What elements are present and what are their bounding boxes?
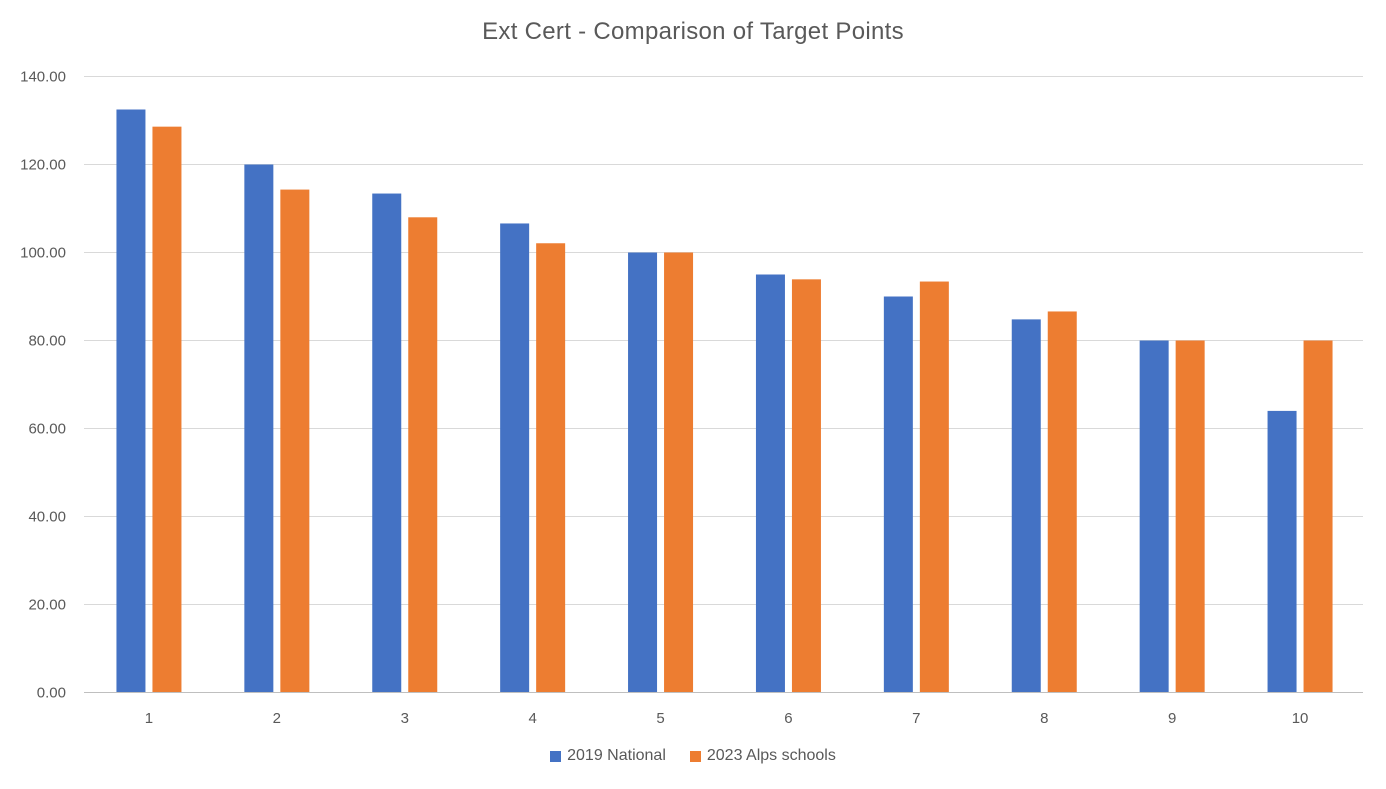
bar-series-2-category-8 xyxy=(1047,311,1077,693)
legend: 2019 National 2023 Alps schools xyxy=(0,747,1386,765)
bar-series-2-category-2 xyxy=(280,189,310,693)
bar-series-1-category-10 xyxy=(1267,410,1297,693)
bar-series-1-category-9 xyxy=(1139,340,1169,693)
x-tick-label: 9 xyxy=(1168,710,1176,727)
bar-series-1-category-5 xyxy=(628,252,658,693)
legend-item-series-1: 2019 National xyxy=(550,747,666,765)
x-axis-ticks: 1 2 3 4 5 6 7 8 9 10 xyxy=(145,710,1309,727)
bar-series-1-category-8 xyxy=(1011,319,1041,693)
x-tick-label: 1 xyxy=(145,710,153,727)
bar-series-1-category-1 xyxy=(116,109,146,693)
y-tick-label: 40.00 xyxy=(28,509,66,526)
y-tick-label: 140.00 xyxy=(20,69,66,86)
bar-series-2-category-9 xyxy=(1175,340,1205,693)
y-tick-label: 60.00 xyxy=(28,421,66,438)
bar-series-1-category-6 xyxy=(755,274,785,693)
bar-series-2-category-7 xyxy=(919,281,949,693)
x-tick-label: 3 xyxy=(401,710,409,727)
x-tick-label: 10 xyxy=(1292,710,1309,727)
y-tick-label: 100.00 xyxy=(20,245,66,262)
y-axis-ticks: 0.00 20.00 40.00 60.00 80.00 100.00 120.00 140.… xyxy=(20,69,66,702)
y-tick-label: 120.00 xyxy=(20,157,66,174)
chart-title: Ext Cert - Comparison of Target Points xyxy=(482,18,904,45)
y-tick-label: 80.00 xyxy=(28,333,66,350)
legend-item-series-2: 2023 Alps schools xyxy=(689,747,836,765)
bar-series-1-category-2 xyxy=(244,164,274,693)
x-tick-label: 5 xyxy=(656,710,664,727)
bar-series-1-category-3 xyxy=(372,193,402,693)
bar-series-1-category-4 xyxy=(500,223,530,693)
legend-label-series-2: 2023 Alps schools xyxy=(706,747,836,764)
bar-series-2-category-5 xyxy=(664,252,694,693)
bar-series-2-category-3 xyxy=(408,217,438,693)
bar-series-2-category-10 xyxy=(1303,340,1333,693)
y-tick-label: 0.00 xyxy=(37,685,66,702)
x-tick-label: 2 xyxy=(273,710,281,727)
gridlines xyxy=(84,76,1363,605)
bars xyxy=(116,109,1333,693)
x-tick-label: 4 xyxy=(528,710,536,727)
bar-series-2-category-4 xyxy=(536,243,566,693)
legend-label-series-1: 2019 National xyxy=(567,747,666,764)
legend-swatch-series-2 xyxy=(689,750,701,762)
x-tick-label: 7 xyxy=(912,710,920,727)
x-tick-label: 8 xyxy=(1040,710,1048,727)
y-tick-label: 20.00 xyxy=(28,597,66,614)
legend-swatch-series-1 xyxy=(550,750,562,762)
x-tick-label: 6 xyxy=(784,710,792,727)
bar-series-2-category-6 xyxy=(791,279,821,693)
bar-series-2-category-1 xyxy=(152,126,182,693)
bar-series-1-category-7 xyxy=(883,296,913,693)
